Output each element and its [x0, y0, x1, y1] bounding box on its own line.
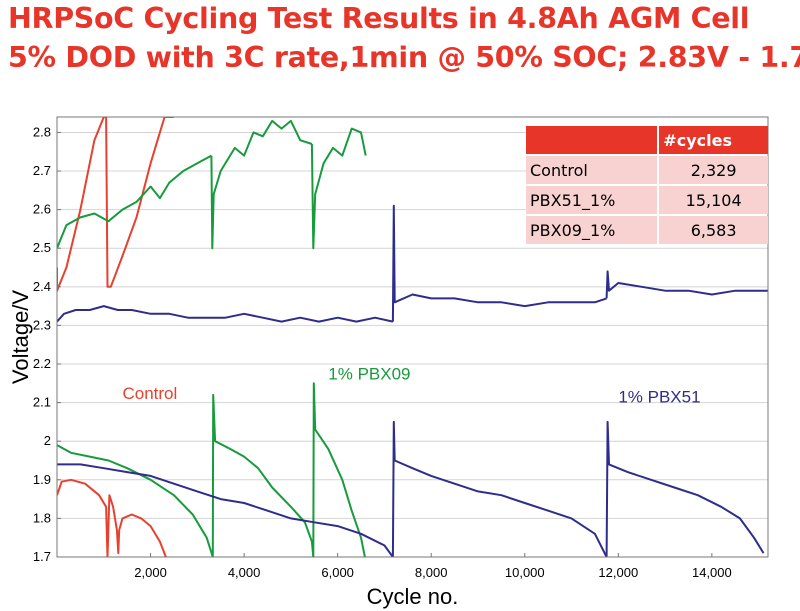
- y-tick-label: 1.7: [33, 549, 51, 564]
- series-line-pbx51: [391, 420, 608, 557]
- x-tick-label: 4,000: [228, 565, 261, 580]
- series-line-control: [57, 117, 107, 292]
- table-header-row: #cycles: [526, 126, 768, 154]
- y-tick-label: 2.7: [33, 163, 51, 178]
- x-tick-label: 8,000: [415, 565, 448, 580]
- y-axis-label: Voltage/V: [8, 290, 33, 385]
- y-tick-label: 2.5: [33, 240, 51, 255]
- y-tick-label: 2.4: [33, 279, 51, 294]
- table-cell-label: PBX09_1%: [526, 216, 658, 244]
- x-tick-label: 14,000: [692, 565, 732, 580]
- x-tick-label: 12,000: [598, 565, 638, 580]
- y-tick-label: 2.3: [33, 317, 51, 332]
- series-line-pbx51: [57, 305, 394, 323]
- annotation-pbx09: 1% PBX09: [328, 364, 410, 383]
- table-cell-label: PBX51_1%: [526, 186, 658, 214]
- table-cell-label: Control: [526, 156, 658, 184]
- series-line-pbx51: [605, 420, 765, 557]
- plot-frame: [56, 116, 769, 558]
- x-tick-label: 2,000: [134, 565, 167, 580]
- x-tick-label: 6,000: [321, 565, 354, 580]
- series-line-pbx09: [310, 127, 367, 250]
- series-line-pbx09: [57, 444, 214, 557]
- y-tick-label: 1.9: [33, 472, 51, 487]
- series-line-pbx09: [211, 393, 315, 557]
- x-axis-label: Cycle no.: [367, 584, 459, 609]
- series-line-pbx51: [605, 270, 768, 299]
- series-line-pbx51: [391, 204, 607, 322]
- table-cell-value: 6,583: [657, 216, 768, 244]
- chart-title-line1: HRPSoC Cycling Test Results in 4.8Ah AGM…: [8, 2, 750, 35]
- y-tick-label: 2.6: [33, 202, 51, 217]
- series-line-pbx09: [57, 154, 212, 249]
- x-tick-label: 10,000: [505, 565, 545, 580]
- series-line-control: [106, 494, 167, 557]
- annotation-control: Control: [122, 384, 177, 403]
- series-line-pbx09: [210, 119, 313, 250]
- table-row: PBX51_1% 15,104: [526, 186, 768, 214]
- table-cell-value: 2,329: [657, 156, 768, 184]
- table-header-cycles: #cycles: [657, 126, 768, 154]
- annotation-pbx51: 1% PBX51: [618, 388, 700, 407]
- table-cell-value: 15,104: [657, 186, 768, 214]
- series-line-control: [105, 117, 174, 288]
- table-header-label: [526, 126, 658, 154]
- y-tick-label: 1.8: [33, 510, 51, 525]
- cycles-table: #cycles Control 2,329 PBX51_1% 15,104 PB…: [526, 124, 768, 246]
- series-line-control: [57, 478, 109, 557]
- tick-labels: 1.7 1.8 1.9 2 2.1 2.2 2.3 2.4 2.5 2.6 2.7 2.8 2,000 4…: [33, 124, 732, 580]
- chart-title-line2: 5% DOD with 3C rate,1min @ 50% SOC; 2.83…: [8, 41, 800, 74]
- y-tick-label: 2.8: [33, 124, 51, 139]
- series-line-pbx51: [57, 463, 394, 557]
- annotations: Control 1% PBX09 1% PBX51: [122, 364, 700, 406]
- y-tick-label: 2.2: [33, 356, 51, 371]
- y-tick-label: 2.1: [33, 395, 51, 410]
- y-tick-label: 2: [44, 433, 51, 448]
- series-line-pbx09: [312, 382, 366, 557]
- series-lines: [57, 117, 768, 557]
- table-row: PBX09_1% 6,583: [526, 216, 768, 244]
- grid: [57, 131, 768, 558]
- table-row: Control 2,329: [526, 156, 768, 184]
